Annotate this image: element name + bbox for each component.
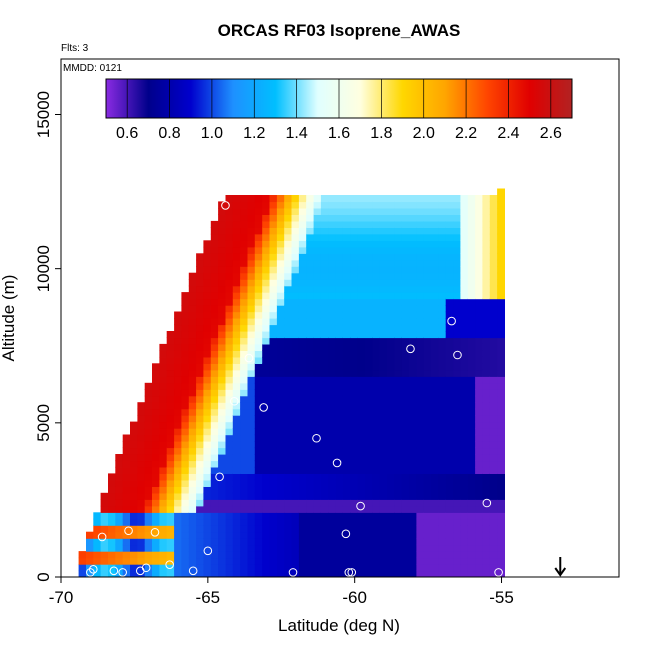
colorbar-tick-label: 0.6: [116, 125, 138, 142]
sample-point: [341, 529, 351, 539]
sample-point: [141, 563, 151, 573]
sample-point: [165, 560, 174, 569]
x-tick-label: -55: [489, 588, 514, 607]
sample-point: [332, 458, 342, 468]
sample-point: [97, 532, 107, 542]
colorbar-ticks: 0.6 0.8 1.0 1.2 1.4 1.6 1.8 2.0 2.2 2.4 2.6: [116, 79, 562, 142]
sample-point: [244, 353, 254, 363]
arrow-head: [554, 567, 567, 577]
y-tick-label: 15000: [34, 91, 53, 138]
sample-point: [150, 527, 160, 537]
sample-point: [494, 568, 503, 577]
y-axis-label: Altitude (m): [0, 275, 18, 362]
colorbar: 0.6 0.8 1.0 1.2 1.4 1.6 1.8 2.0 2.2 2.4 2.6: [105, 78, 573, 142]
plot-frame: [60, 58, 620, 578]
sample-point: [344, 568, 354, 577]
x-tick-label: -60: [342, 588, 367, 607]
sample-point: [188, 566, 198, 576]
sample-point: [347, 568, 357, 577]
colorbar-tick-label: 1.4: [286, 125, 308, 142]
colorbar-tick-label: 2.4: [497, 125, 519, 142]
x-axis: -70 -65 -60 -55: [49, 577, 514, 607]
colorbar-tick-label: 1.2: [243, 125, 265, 142]
sample-point: [86, 568, 95, 577]
sample-point: [124, 526, 133, 536]
sample-point: [259, 403, 268, 412]
sample-point: [447, 316, 456, 326]
sample-points: [86, 201, 503, 577]
sample-point: [109, 566, 119, 576]
x-tick-label: -65: [196, 588, 221, 607]
x-tick-label: -70: [49, 588, 74, 607]
mmdd-label: MMDD: 0121: [63, 63, 122, 74]
y-axis: 0 5000 10000 15000: [34, 91, 61, 582]
colorbar-tick-label: 1.8: [370, 125, 392, 142]
colorbar-tick-label: 2.0: [413, 125, 435, 142]
sample-point: [215, 472, 224, 482]
sample-point: [118, 568, 127, 577]
sample-point: [453, 350, 462, 360]
colorbar-tick-label: 0.8: [158, 125, 180, 142]
flights-label: Flts: 3: [61, 43, 89, 54]
y-tick-label: 5000: [34, 404, 53, 442]
x-axis-label: Latitude (deg N): [278, 616, 400, 635]
sample-point: [406, 344, 415, 354]
colorbar-tick-label: 2.6: [540, 125, 562, 142]
sample-point: [203, 546, 213, 556]
sample-point: [221, 201, 230, 210]
sample-point: [356, 501, 365, 511]
y-tick-label: 0: [34, 572, 53, 581]
position-arrow-icon: [554, 557, 567, 577]
sample-point: [312, 433, 321, 443]
colorbar-tick-label: 2.2: [455, 125, 477, 142]
sample-point: [482, 498, 492, 508]
colorbar-tick-label: 1.6: [328, 125, 350, 142]
sample-point: [89, 564, 98, 574]
heatmap-field: [78, 188, 505, 577]
colorbar-tick-label: 1.0: [201, 125, 223, 142]
chart-title: ORCAS RF03 Isoprene_AWAS: [218, 21, 461, 40]
sample-point: [229, 396, 239, 406]
y-tick-label: 10000: [34, 245, 53, 292]
sample-point: [288, 568, 298, 577]
